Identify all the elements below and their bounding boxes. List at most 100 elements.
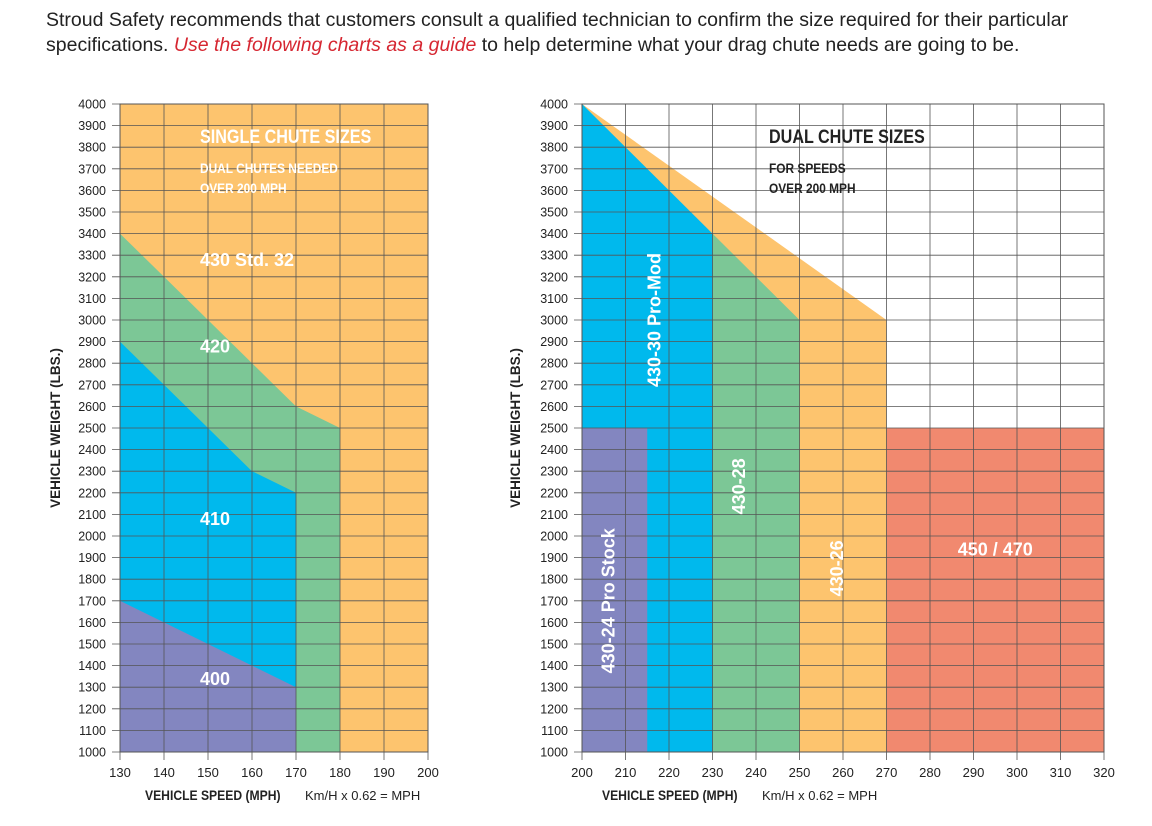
single-x-tick-label: 190	[373, 765, 395, 780]
single-y-tick-label: 2400	[78, 443, 106, 457]
dual-y-tick-label: 2000	[540, 530, 568, 544]
single-x-tick-label: 180	[329, 765, 351, 780]
dual-y-tick-label: 2100	[540, 508, 568, 522]
single-y-tick-label: 3800	[78, 141, 106, 155]
single-y-tick-label: 1300	[78, 681, 106, 695]
intro-paragraph: Stroud Safety recommends that customers …	[46, 8, 1136, 58]
dual-y-tick-label: 2400	[540, 443, 568, 457]
dual-y-tick-label: 2500	[540, 422, 568, 436]
single-y-tick-label: 2200	[78, 486, 106, 500]
single-y-tick-label: 1100	[79, 724, 106, 738]
single-y-tick-label: 1200	[78, 702, 106, 716]
dual-x-tick-label: 300	[1006, 765, 1028, 780]
dual-y-tick-label: 1700	[540, 594, 568, 608]
single-y-tick-label: 3100	[78, 292, 106, 306]
dual-region-salmon	[886, 428, 1104, 752]
dual-region-purple	[582, 428, 648, 752]
single-y-tick-label: 3300	[78, 249, 106, 263]
dual-y-tick-label: 1000	[540, 746, 568, 760]
dual-y-tick-label: 1100	[541, 724, 568, 738]
dual-x-axis-title: VEHICLE SPEED (MPH)	[602, 787, 738, 803]
dual-y-tick-label: 3800	[540, 141, 568, 155]
single-x-tick-label: 150	[197, 765, 219, 780]
single-y-tick-label: 4000	[78, 98, 106, 112]
single-y-tick-label: 1000	[78, 746, 106, 760]
dual-y-tick-label: 3300	[540, 249, 568, 263]
dual-y-tick-label: 1400	[540, 659, 568, 673]
dual-y-tick-label: 1800	[540, 573, 568, 587]
dual-y-tick-label: 2300	[540, 465, 568, 479]
dual-y-tick-label: 4000	[540, 98, 568, 112]
single-y-tick-label: 3700	[78, 162, 106, 176]
dual-x-tick-label: 240	[745, 765, 767, 780]
dual-x-tick-label: 310	[1050, 765, 1072, 780]
single-y-tick-label: 1600	[78, 616, 106, 630]
single-y-tick-label: 1400	[78, 659, 106, 673]
dual-y-tick-label: 3100	[540, 292, 568, 306]
single-chart-subtitle: DUAL CHUTES NEEDED	[200, 160, 338, 176]
single-x-tick-label: 130	[109, 765, 131, 780]
single-y-tick-label: 2000	[78, 530, 106, 544]
dual-chart-title: DUAL CHUTE SIZES	[769, 126, 925, 148]
dual-x-tick-label: 230	[702, 765, 724, 780]
dual-y-tick-label: 2700	[540, 378, 568, 392]
dual-x-axis-note: Km/H x 0.62 = MPH	[762, 788, 877, 803]
dual-x-tick-label: 280	[919, 765, 941, 780]
single-y-tick-label: 2900	[78, 335, 106, 349]
dual-y-tick-label: 3200	[540, 270, 568, 284]
intro-text-before: Stroud Safety recommends that customers …	[46, 9, 1069, 56]
single-y-tick-label: 1500	[78, 638, 106, 652]
chart-guide-link[interactable]: Use the following charts as a guide	[173, 34, 477, 56]
dual-y-tick-label: 3700	[540, 162, 568, 176]
single-y-tick-label: 3500	[78, 206, 106, 220]
single-region-label: 420	[200, 336, 230, 356]
single-chart-title: SINGLE CHUTE SIZES	[200, 126, 372, 148]
single-y-tick-label: 2300	[78, 465, 106, 479]
dual-y-axis-title: VEHICLE WEIGHT (LBS.)	[508, 348, 523, 508]
single-region-label: 430 Std. 32	[200, 250, 294, 270]
intro-text-after: to help determine what your drag chute n…	[481, 34, 1020, 56]
dual-region-label: 430-28	[729, 458, 749, 514]
dual-x-tick-label: 210	[615, 765, 637, 780]
dual-y-tick-label: 1200	[540, 702, 568, 716]
single-y-tick-label: 2600	[78, 400, 106, 414]
single-y-tick-label: 1900	[78, 551, 106, 565]
dual-x-tick-label: 220	[658, 765, 680, 780]
single-y-tick-label: 3000	[78, 314, 106, 328]
single-region-label: 410	[200, 509, 230, 529]
dual-y-tick-label: 1900	[540, 551, 568, 565]
dual-x-tick-label: 260	[832, 765, 854, 780]
single-plot-border	[119, 103, 429, 753]
dual-y-tick-label: 3600	[540, 184, 568, 198]
single-x-tick-label: 170	[285, 765, 307, 780]
single-y-tick-label: 3400	[78, 227, 106, 241]
single-y-tick-label: 3200	[78, 270, 106, 284]
single-chart-subtitle: OVER 200 MPH	[200, 180, 287, 196]
single-x-axis-note: Km/H x 0.62 = MPH	[305, 788, 420, 803]
single-x-tick-label: 200	[417, 765, 439, 780]
single-y-tick-label: 2500	[78, 422, 106, 436]
single-y-tick-label: 3600	[78, 184, 106, 198]
dual-chart-subtitle: OVER 200 MPH	[769, 180, 856, 196]
dual-y-tick-label: 2600	[540, 400, 568, 414]
dual-y-tick-label: 2900	[540, 335, 568, 349]
dual-y-tick-label: 2800	[540, 357, 568, 371]
dual-region-label: 430-24 Pro Stock	[599, 527, 619, 673]
single-y-tick-label: 1800	[78, 573, 106, 587]
dual-chart-subtitle: FOR SPEEDS	[769, 160, 846, 176]
dual-plot-border	[581, 103, 1105, 753]
dual-x-tick-label: 200	[571, 765, 593, 780]
single-y-tick-label: 2800	[78, 357, 106, 371]
single-y-tick-label: 1700	[78, 594, 106, 608]
single-region-label: 400	[200, 669, 230, 689]
dual-y-tick-label: 1600	[540, 616, 568, 630]
dual-y-tick-label: 1500	[540, 638, 568, 652]
dual-region-label: 430-30 Pro-Mod	[644, 253, 664, 387]
dual-region-label: 450 / 470	[958, 539, 1033, 559]
dual-y-tick-label: 3000	[540, 314, 568, 328]
dual-y-tick-label: 2200	[540, 486, 568, 500]
dual-y-tick-label: 3900	[540, 119, 568, 133]
single-y-tick-label: 3900	[78, 119, 106, 133]
